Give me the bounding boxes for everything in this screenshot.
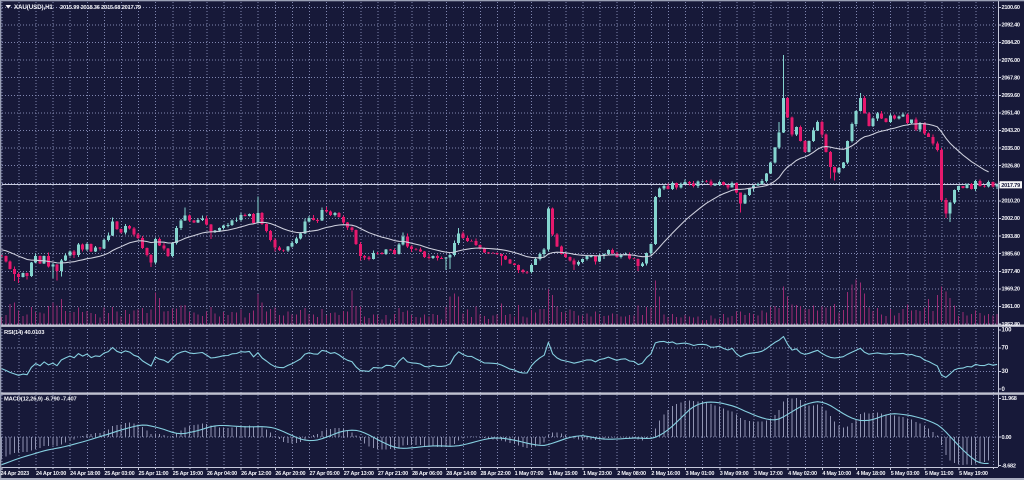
svg-text:26 Apr 04:00: 26 Apr 04:00: [207, 471, 237, 477]
svg-text:-8.682: -8.682: [1002, 463, 1016, 469]
svg-text:1961.00: 1961.00: [1002, 304, 1020, 310]
svg-text:70: 70: [1002, 345, 1009, 351]
svg-text:2026.80: 2026.80: [1002, 163, 1020, 169]
svg-text:3 May 17:00: 3 May 17:00: [754, 471, 783, 477]
svg-text:5 May 03:00: 5 May 03:00: [891, 471, 920, 477]
svg-text:2051.40: 2051.40: [1002, 111, 1020, 117]
svg-text:28 Apr 22:00: 28 Apr 22:00: [480, 471, 510, 477]
svg-text:27 Apr 05:00: 27 Apr 05:00: [310, 471, 340, 477]
svg-text:2017.79: 2017.79: [1001, 183, 1020, 189]
svg-text:28 Apr 06:00: 28 Apr 06:00: [412, 471, 442, 477]
svg-text:4 May 18:00: 4 May 18:00: [857, 471, 886, 477]
svg-text:1993.80: 1993.80: [1002, 234, 1020, 240]
svg-text:5 May 19:00: 5 May 19:00: [959, 471, 988, 477]
svg-text:24 Apr 10:00: 24 Apr 10:00: [36, 471, 66, 477]
svg-text:MACD(12,26,9) -6.790 -7.407: MACD(12,26,9) -6.790 -7.407: [4, 396, 77, 402]
svg-text:XAU(USD),H1: XAU(USD),H1: [14, 4, 53, 11]
svg-text:2010.20: 2010.20: [1002, 199, 1020, 205]
svg-text:100: 100: [1002, 328, 1013, 334]
svg-text:2084.20: 2084.20: [1002, 40, 1020, 46]
svg-text:2035.00: 2035.00: [1002, 146, 1020, 152]
svg-text:2059.60: 2059.60: [1002, 93, 1020, 99]
svg-text:25 Apr 03:00: 25 Apr 03:00: [104, 471, 134, 477]
svg-text:2092.40: 2092.40: [1002, 23, 1020, 29]
svg-text:11.968: 11.968: [1002, 396, 1017, 402]
svg-text:2076.00: 2076.00: [1002, 58, 1020, 64]
svg-text:1952.80: 1952.80: [1002, 322, 1020, 328]
svg-text:26 Apr 20:00: 26 Apr 20:00: [275, 471, 305, 477]
svg-text:4 May 10:00: 4 May 10:00: [822, 471, 851, 477]
svg-text:2043.20: 2043.20: [1002, 128, 1020, 134]
svg-text:30: 30: [1002, 369, 1009, 375]
svg-text:2067.80: 2067.80: [1002, 75, 1020, 81]
svg-text:2100.60: 2100.60: [1002, 5, 1020, 11]
svg-text:27 Apr 13:00: 27 Apr 13:00: [344, 471, 374, 477]
svg-text:24 Apr 2023: 24 Apr 2023: [1, 471, 30, 477]
svg-text:27 Apr 21:00: 27 Apr 21:00: [378, 471, 408, 477]
svg-text:3 May 09:00: 3 May 09:00: [720, 471, 749, 477]
svg-text:2 May 16:00: 2 May 16:00: [651, 471, 680, 477]
svg-text:0: 0: [1002, 387, 1006, 393]
svg-text:2015.99 2018.36 2015.68 2017.7: 2015.99 2018.36 2015.68 2017.79: [60, 5, 141, 11]
svg-text:26 Apr 12:00: 26 Apr 12:00: [241, 471, 271, 477]
svg-text:2 May 08:00: 2 May 08:00: [617, 471, 646, 477]
svg-text:1 May 23:00: 1 May 23:00: [583, 471, 612, 477]
svg-text:0.00: 0.00: [1002, 435, 1012, 441]
svg-text:25 Apr 11:00: 25 Apr 11:00: [139, 471, 169, 477]
svg-text:1977.40: 1977.40: [1002, 269, 1020, 275]
svg-text:28 Apr 14:00: 28 Apr 14:00: [446, 471, 476, 477]
svg-text:1 May 15:00: 1 May 15:00: [549, 471, 578, 477]
svg-text:1 May 07:00: 1 May 07:00: [515, 471, 544, 477]
svg-text:24 Apr 18:00: 24 Apr 18:00: [70, 471, 100, 477]
svg-text:1985.60: 1985.60: [1002, 251, 1020, 257]
svg-text:5 May 11:00: 5 May 11:00: [925, 471, 954, 477]
svg-text:2002.00: 2002.00: [1002, 216, 1020, 222]
svg-text:25 Apr 19:00: 25 Apr 19:00: [173, 471, 203, 477]
svg-text:4 May 02:00: 4 May 02:00: [788, 471, 817, 477]
svg-text:RSI(14) 40.0103: RSI(14) 40.0103: [4, 330, 45, 336]
svg-text:3 May 01:00: 3 May 01:00: [686, 471, 715, 477]
svg-text:1969.20: 1969.20: [1002, 287, 1020, 293]
